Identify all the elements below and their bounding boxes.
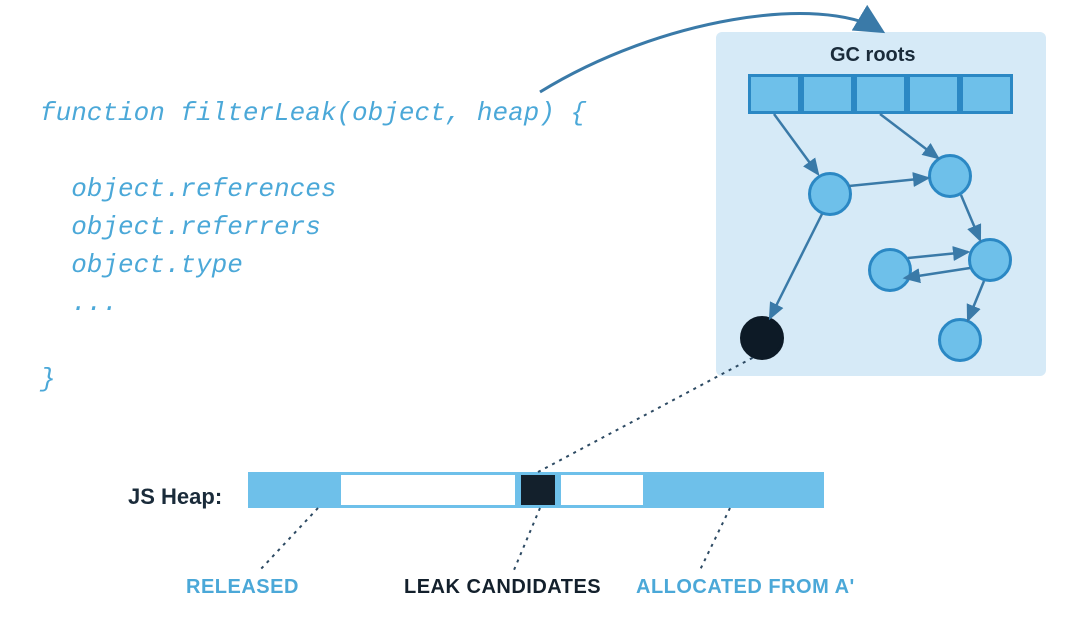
legend-allocated: ALLOCATED FROM A' [636, 576, 855, 599]
heap-segment-dark [518, 472, 558, 508]
heap-segment-blue [646, 472, 824, 508]
legend-leak-candidates: LEAK CANDIDATES [404, 576, 601, 599]
js-heap-label: JS Heap: [128, 484, 222, 510]
heap-segment-white [338, 472, 518, 508]
heap-segment-blue [248, 472, 338, 508]
graph-node [808, 172, 852, 216]
heap-segment-white [558, 472, 646, 508]
gc-root-cell [801, 74, 854, 114]
gc-roots-label: GC roots [830, 44, 916, 67]
gc-root-cell [907, 74, 960, 114]
gc-root-cell [748, 74, 801, 114]
dotted-connector [700, 508, 730, 570]
graph-node [928, 154, 972, 198]
legend-released: RELEASED [186, 576, 299, 599]
dotted-connector [514, 508, 540, 570]
graph-node [968, 238, 1012, 282]
gc-root-cell [960, 74, 1013, 114]
graph-node [938, 318, 982, 362]
leak-node [740, 316, 784, 360]
graph-node [868, 248, 912, 292]
code-block: function filterLeak(object, heap) { obje… [40, 94, 586, 398]
gc-root-cell [854, 74, 907, 114]
dotted-connector [260, 508, 318, 570]
